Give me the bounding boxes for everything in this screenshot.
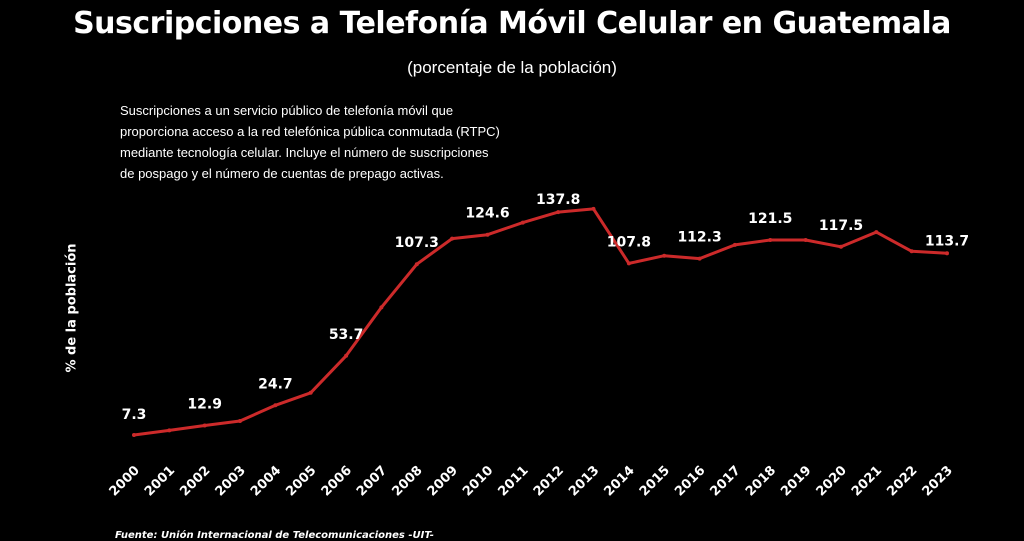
data-point-2002: [202, 423, 207, 428]
data-point-2006: [344, 353, 349, 358]
x-tick-2013: 2013: [566, 463, 602, 499]
data-point-2018: [768, 238, 773, 242]
x-tick-2015: 2015: [637, 463, 673, 499]
data-point-2023: [945, 251, 949, 256]
data-label-2000: 7.3: [122, 407, 147, 423]
data-point-2016: [697, 256, 702, 261]
x-tick-2023: 2023: [920, 463, 956, 499]
x-tick-2009: 2009: [425, 463, 461, 499]
x-tick-2018: 2018: [743, 463, 779, 499]
data-point-2022: [909, 249, 914, 254]
x-tick-2008: 2008: [389, 463, 425, 499]
data-point-2007: [379, 305, 384, 310]
x-tick-2005: 2005: [283, 463, 319, 499]
data-point-2011: [520, 220, 525, 225]
chart-title: Suscripciones a Telefonía Móvil Celular …: [73, 6, 951, 41]
series-layer: [132, 206, 949, 437]
data-point-2020: [839, 244, 843, 249]
x-tick-2001: 2001: [142, 463, 178, 499]
data-point-2009: [450, 236, 455, 241]
x-tick-2000: 2000: [107, 463, 143, 499]
x-tick-2014: 2014: [602, 463, 638, 499]
x-tick-2002: 2002: [177, 463, 213, 499]
data-point-2001: [167, 428, 172, 433]
chart-subtitle: (porcentaje de la población): [407, 58, 617, 77]
data-point-2004: [273, 403, 278, 408]
x-tick-2021: 2021: [849, 463, 885, 499]
x-tick-2010: 2010: [460, 463, 496, 499]
x-tick-2019: 2019: [778, 463, 814, 499]
x-tick-2007: 2007: [354, 463, 390, 499]
data-label-2018: 121.5: [748, 211, 792, 227]
x-tick-2011: 2011: [495, 463, 531, 499]
data-point-2008: [414, 262, 419, 267]
data-point-2017: [732, 242, 737, 247]
x-tick-2017: 2017: [708, 463, 744, 499]
source-note: Fuente: Unión Internacional de Telecomun…: [115, 530, 434, 541]
data-label-2023: 113.7: [925, 233, 969, 249]
chart-description: Suscripciones a un servicio público de t…: [120, 103, 500, 181]
data-point-2000: [132, 433, 136, 437]
series-line: [132, 207, 949, 437]
data-point-2014: [626, 261, 631, 266]
x-axis-ticks: 2000 2001 2002 2003 2004 2005 2006 2007 2008 2009…: [107, 463, 956, 499]
data-label-2004: 24.7: [258, 376, 293, 392]
x-tick-2003: 2003: [213, 463, 249, 499]
data-point-2019: [803, 238, 808, 242]
x-tick-2020: 2020: [814, 463, 850, 499]
data-point-2013: [591, 206, 596, 211]
data-label-2008: 107.3: [395, 235, 439, 251]
x-tick-2012: 2012: [531, 463, 567, 499]
data-point-2005: [308, 390, 313, 395]
x-tick-2004: 2004: [248, 463, 284, 499]
data-label-2010: 124.6: [465, 206, 509, 222]
data-label-2016: 112.3: [677, 230, 721, 246]
data-label-2020: 117.5: [819, 218, 863, 234]
data-point-2003: [238, 419, 242, 423]
data-point-2010: [485, 232, 490, 237]
data-point-2012: [556, 210, 561, 215]
data-label-2006: 53.7: [329, 327, 364, 343]
x-tick-2006: 2006: [319, 463, 355, 499]
x-tick-2016: 2016: [672, 463, 708, 499]
data-point-2015: [662, 253, 667, 258]
data-point-2021: [874, 230, 879, 235]
x-tick-2022: 2022: [884, 463, 920, 499]
data-label-2002: 12.9: [187, 397, 222, 413]
data-label-2012: 137.8: [536, 192, 580, 208]
data-labels: 7.3 12.9 24.7 53.7 107.3 124.6 137.8 107.8 112.3…: [122, 192, 970, 423]
data-label-2014: 107.8: [607, 234, 651, 250]
